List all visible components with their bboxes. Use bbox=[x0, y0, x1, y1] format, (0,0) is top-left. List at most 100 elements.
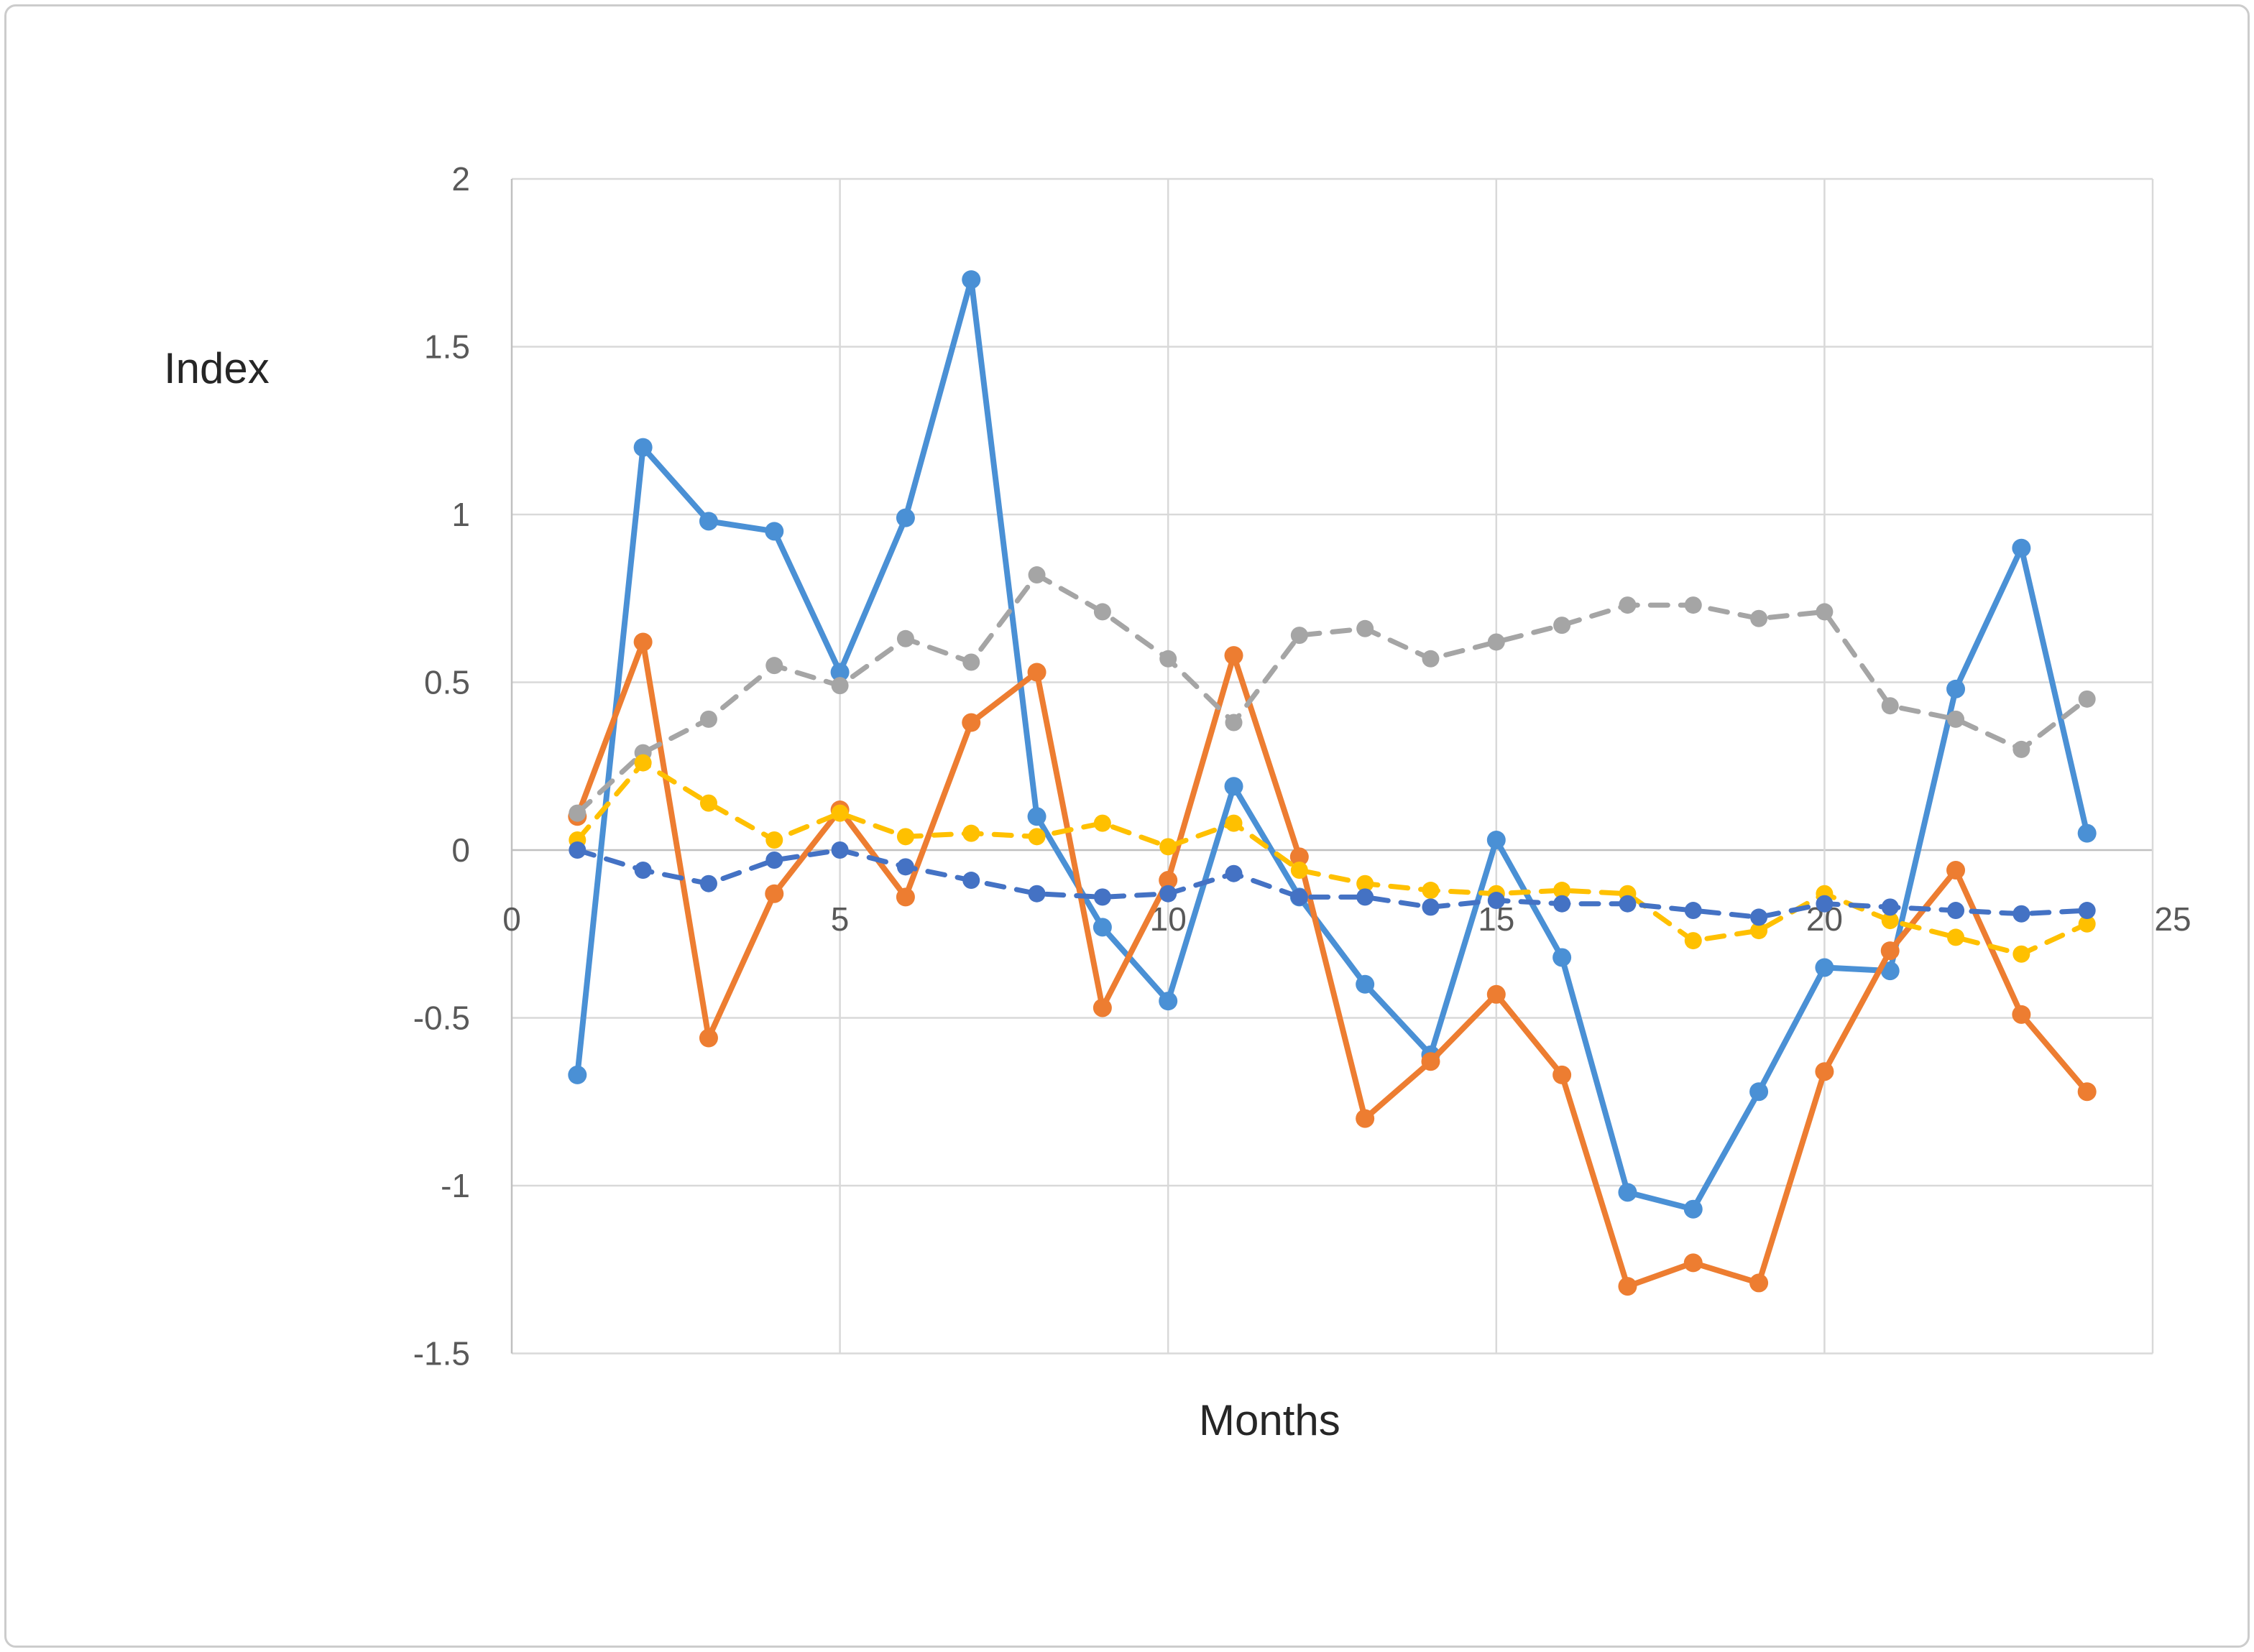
x-axis-title: Months bbox=[1199, 1396, 1340, 1444]
data-point-gray-dashed bbox=[1816, 603, 1834, 621]
data-point-orange-solid bbox=[633, 632, 653, 652]
y-tick-label: 0 bbox=[451, 831, 470, 869]
y-tick-label: -1.5 bbox=[413, 1335, 470, 1372]
data-point-darkblue-dashed bbox=[699, 875, 717, 892]
data-point-darkblue-dashed bbox=[1947, 902, 1965, 920]
data-point-gray-dashed bbox=[569, 804, 586, 822]
data-point-darkblue-dashed bbox=[2012, 905, 2030, 923]
data-point-gold-dashed bbox=[634, 754, 652, 772]
data-point-gold-dashed bbox=[896, 828, 914, 846]
data-point-gray-dashed bbox=[1356, 619, 1374, 637]
data-point-darkblue-dashed bbox=[2078, 902, 2096, 920]
data-point-orange-solid bbox=[1027, 663, 1046, 682]
data-point-darkblue-dashed bbox=[1750, 908, 1768, 926]
data-point-gold-dashed bbox=[2078, 915, 2096, 933]
data-point-blue-solid bbox=[1224, 777, 1243, 796]
data-point-blue-solid bbox=[1092, 918, 1112, 937]
data-point-gray-dashed bbox=[1093, 603, 1111, 621]
data-point-darkblue-dashed bbox=[1290, 888, 1308, 906]
data-point-orange-solid bbox=[1815, 1062, 1834, 1081]
data-point-orange-solid bbox=[1092, 998, 1112, 1017]
data-point-darkblue-dashed bbox=[1093, 888, 1111, 906]
data-point-gold-dashed bbox=[962, 824, 980, 842]
data-point-darkblue-dashed bbox=[1881, 898, 1899, 916]
y-tick-label: -0.5 bbox=[413, 1000, 470, 1037]
data-point-darkblue-dashed bbox=[1684, 902, 1702, 920]
data-point-gray-dashed bbox=[699, 710, 717, 728]
data-point-gold-dashed bbox=[1553, 882, 1571, 900]
data-point-blue-solid bbox=[1749, 1082, 1769, 1102]
data-point-darkblue-dashed bbox=[1816, 895, 1834, 913]
data-point-gray-dashed bbox=[1684, 596, 1702, 614]
data-point-blue-solid bbox=[1486, 830, 1506, 849]
series-line-blue-solid bbox=[574, 277, 2090, 1212]
data-point-darkblue-dashed bbox=[1225, 864, 1243, 882]
data-point-gold-dashed bbox=[1684, 932, 1702, 950]
data-point-orange-solid bbox=[1683, 1253, 1703, 1273]
data-point-orange-solid bbox=[1618, 1277, 1637, 1296]
data-point-gold-dashed bbox=[699, 794, 717, 812]
data-point-blue-solid bbox=[765, 522, 784, 541]
data-point-orange-solid bbox=[2077, 1082, 2097, 1102]
y-tick-label: 2 bbox=[451, 160, 470, 198]
x-tick-label: 0 bbox=[502, 900, 521, 938]
data-point-orange-solid bbox=[1880, 941, 1900, 961]
y-tick-label: 0.5 bbox=[424, 664, 470, 701]
data-point-orange-solid bbox=[1224, 646, 1243, 665]
data-point-gray-dashed bbox=[1619, 596, 1637, 614]
data-point-orange-solid bbox=[2012, 1005, 2031, 1024]
data-point-darkblue-dashed bbox=[962, 872, 980, 890]
data-point-blue-solid bbox=[1027, 807, 1046, 826]
data-point-gray-dashed bbox=[2012, 740, 2030, 758]
data-point-gray-dashed bbox=[1487, 633, 1505, 651]
data-point-darkblue-dashed bbox=[1619, 895, 1637, 913]
data-point-gold-dashed bbox=[1159, 838, 1177, 856]
data-point-gray-dashed bbox=[765, 657, 783, 675]
data-point-darkblue-dashed bbox=[831, 841, 849, 859]
data-point-orange-solid bbox=[1552, 1065, 1572, 1084]
data-point-orange-solid bbox=[1159, 871, 1178, 890]
data-point-darkblue-dashed bbox=[1422, 898, 1440, 916]
data-point-gray-dashed bbox=[1947, 710, 1965, 728]
series-line-orange-solid bbox=[574, 639, 2090, 1290]
y-tick-label: 1 bbox=[451, 496, 470, 533]
data-point-darkblue-dashed bbox=[569, 841, 586, 859]
data-point-darkblue-dashed bbox=[1553, 895, 1571, 913]
data-point-blue-solid bbox=[699, 512, 718, 531]
data-point-blue-solid bbox=[962, 270, 981, 290]
y-tick-label: 1.5 bbox=[424, 328, 470, 366]
data-point-gray-dashed bbox=[1881, 697, 1899, 715]
data-point-orange-solid bbox=[1356, 1109, 1375, 1128]
data-point-blue-solid bbox=[830, 663, 850, 682]
data-point-gray-dashed bbox=[1159, 650, 1177, 668]
data-point-orange-solid bbox=[1486, 984, 1506, 1004]
data-point-gray-dashed bbox=[1225, 714, 1243, 732]
data-point-gold-dashed bbox=[1881, 912, 1899, 930]
data-point-gray-dashed bbox=[1290, 627, 1308, 645]
data-point-blue-solid bbox=[1880, 961, 1900, 981]
data-point-orange-solid bbox=[765, 884, 784, 903]
data-point-gray-dashed bbox=[896, 629, 914, 647]
data-point-blue-solid bbox=[896, 508, 915, 527]
data-point-gray-dashed bbox=[2078, 690, 2096, 708]
data-point-blue-solid bbox=[633, 438, 653, 457]
data-point-gray-dashed bbox=[962, 653, 980, 671]
data-point-gold-dashed bbox=[1028, 828, 1046, 846]
data-point-gold-dashed bbox=[2012, 945, 2030, 963]
data-point-blue-solid bbox=[1356, 974, 1375, 994]
data-point-darkblue-dashed bbox=[1028, 885, 1046, 903]
data-point-gold-dashed bbox=[1093, 814, 1111, 832]
series-line-gold-dashed bbox=[574, 760, 2090, 957]
data-point-blue-solid bbox=[2012, 538, 2031, 558]
data-point-blue-solid bbox=[1683, 1199, 1703, 1219]
data-point-orange-solid bbox=[699, 1028, 718, 1048]
x-tick-label: 5 bbox=[831, 900, 850, 938]
data-point-orange-solid bbox=[1946, 861, 1966, 880]
data-point-gray-dashed bbox=[1553, 617, 1571, 635]
y-axis-title: Index bbox=[164, 344, 270, 392]
data-point-orange-solid bbox=[1421, 1052, 1440, 1071]
data-point-darkblue-dashed bbox=[1487, 892, 1505, 910]
series-line-darkblue-dashed bbox=[574, 847, 2090, 920]
data-point-orange-solid bbox=[1749, 1273, 1769, 1293]
